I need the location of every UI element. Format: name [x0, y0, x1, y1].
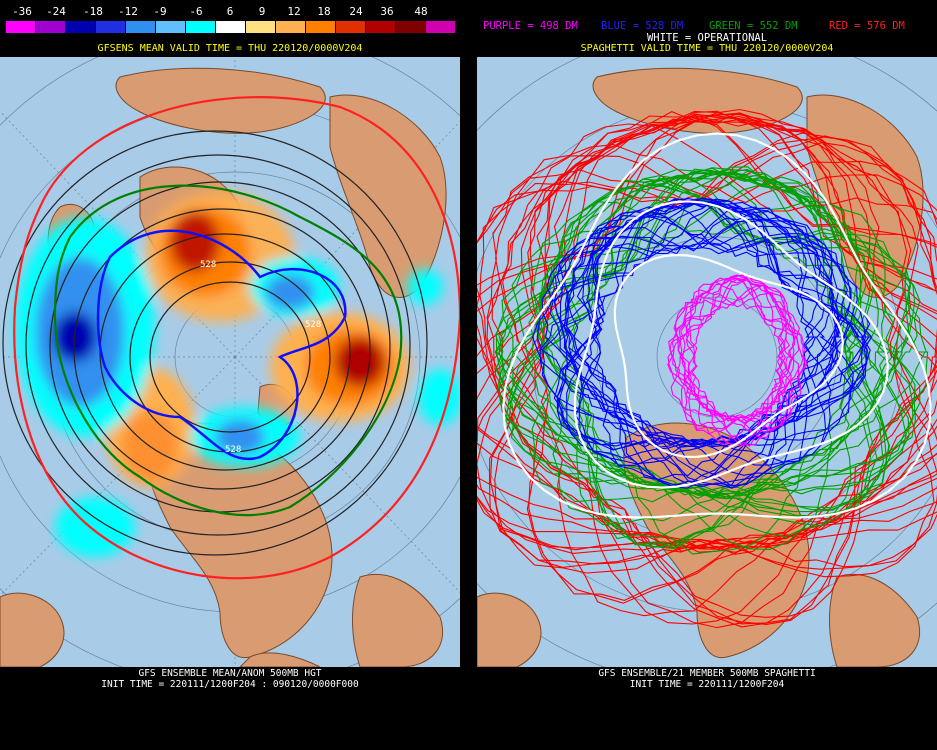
- mean-anomaly-map: 528 528 528: [0, 57, 460, 667]
- ensemble-member-line: [477, 115, 937, 553]
- legend-green: GREEN = 552 DM: [709, 20, 798, 32]
- legend-tick: 18: [317, 5, 331, 18]
- legend-blue: BLUE = 528 DM: [601, 20, 684, 32]
- legend-tick-labels: -36 -24 -18 -12 -9 -6 6 9 12 18 24 36 48: [0, 5, 460, 19]
- ensemble-member-line: [495, 168, 891, 511]
- colorbar-swatch: [246, 21, 276, 33]
- colorbar-swatch: [426, 21, 456, 33]
- legend-tick: 36: [380, 5, 394, 18]
- ensemble-mean-panel: -36 -24 -18 -12 -9 -6 6 9 12 18 24 36 48…: [0, 0, 460, 750]
- ensemble-member-line: [497, 170, 910, 498]
- red-576-contour: [13, 96, 460, 580]
- mean-product-title: GFS ENSEMBLE MEAN/ANOM 500MB HGT: [138, 668, 322, 679]
- operational-line: [502, 132, 932, 519]
- anomaly-legend: -36 -24 -18 -12 -9 -6 6 9 12 18 24 36 48: [0, 0, 460, 40]
- operational-line: [573, 200, 889, 489]
- ensemble-member-line: [667, 274, 793, 430]
- colorbar-swatch: [216, 21, 246, 33]
- legend-tick: 9: [258, 5, 266, 18]
- colorbar-swatch: [276, 21, 306, 33]
- ensemble-member-line: [528, 200, 894, 555]
- spaghetti-map: [477, 57, 937, 667]
- ensemble-member-line: [539, 174, 921, 540]
- ensemble-member-line: [536, 198, 827, 466]
- ensemble-member-line: [479, 142, 937, 628]
- anomaly-fills: [15, 192, 460, 557]
- legend-tick: -36: [12, 5, 32, 18]
- legend-tick: -9: [153, 5, 167, 18]
- ensemble-member-line: [502, 110, 937, 601]
- colorbar-swatch: [6, 21, 36, 33]
- colorbar-swatch: [66, 21, 96, 33]
- colorbar-swatch: [156, 21, 186, 33]
- legend-tick: -6: [189, 5, 203, 18]
- ensemble-member-line: [498, 171, 907, 498]
- ensemble-member-line: [563, 211, 851, 487]
- ensemble-member-line: [556, 200, 868, 448]
- legend-purple: PURPLE = 498 DM: [483, 20, 578, 32]
- ensemble-member-line: [553, 202, 868, 446]
- colorbar-swatch: [396, 21, 426, 33]
- green-552-contour: [53, 184, 403, 517]
- ensemble-member-line: [680, 281, 800, 446]
- ensemble-member-line: [495, 166, 875, 527]
- colorbar-swatch: [336, 21, 366, 33]
- spaghetti-lines: [477, 108, 937, 629]
- colorbar-swatch: [96, 21, 126, 33]
- mean-valid-time-title: GFSENS MEAN VALID TIME = THU 220120/0000…: [97, 43, 363, 54]
- panel-divider: [460, 0, 477, 750]
- spaghetti-panel: PURPLE = 498 DM BLUE = 528 DM GREEN = 55…: [477, 0, 937, 750]
- legend-tick: -18: [83, 5, 103, 18]
- spaghetti-product-title: GFS ENSEMBLE/21 MEMBER 500MB SPAGHETTI: [598, 668, 816, 679]
- legend-tick: 12: [287, 5, 301, 18]
- colorbar-swatch: [36, 21, 66, 33]
- ensemble-member-line: [508, 171, 916, 498]
- colorbar-swatch: [306, 21, 336, 33]
- legend-tick: -12: [118, 5, 138, 18]
- anomaly-colorbar: [6, 21, 456, 33]
- contour-label: 528: [225, 445, 241, 455]
- spaghetti-valid-time-title: SPAGHETTI VALID TIME = THU 220120/0000V2…: [580, 43, 834, 54]
- ensemble-member-line: [501, 171, 879, 538]
- ensemble-member-line: [562, 225, 840, 488]
- ensemble-member-line: [541, 201, 834, 476]
- colorbar-swatch: [126, 21, 156, 33]
- ensemble-member-line: [553, 210, 837, 489]
- mean-init-time: INIT TIME = 220111/1200F204 : 090120/000…: [101, 679, 359, 690]
- spaghetti-legend: PURPLE = 498 DM BLUE = 528 DM GREEN = 55…: [477, 20, 937, 32]
- ensemble-member-line: [566, 197, 873, 459]
- height-contours: [2, 130, 428, 556]
- blue-528-contour: [96, 229, 347, 461]
- operational-label: WHITE = OPERATIONAL: [646, 32, 768, 44]
- ensemble-member-line: [477, 132, 937, 618]
- operational-line: [613, 253, 844, 459]
- legend-red: RED = 576 DM: [829, 20, 905, 32]
- ensemble-member-line: [554, 218, 841, 489]
- legend-tick: -24: [46, 5, 66, 18]
- ensemble-member-line: [477, 108, 935, 578]
- contour-label: 528: [200, 260, 216, 270]
- ensemble-member-line: [541, 199, 854, 448]
- ensemble-member-line: [674, 283, 796, 447]
- ensemble-member-line: [548, 168, 928, 526]
- ensemble-member-line: [684, 277, 806, 430]
- colorbar-swatch: [186, 21, 216, 33]
- ensemble-member-line: [477, 136, 937, 625]
- ensemble-member-line: [532, 201, 832, 463]
- legend-tick: 48: [414, 5, 428, 18]
- legend-tick: 6: [226, 5, 234, 18]
- ensemble-member-line: [477, 118, 937, 555]
- ensemble-member-line: [539, 201, 852, 447]
- spaghetti-init-time: INIT TIME = 220111/1200F204: [629, 679, 785, 690]
- contour-label: 528: [305, 320, 321, 330]
- ensemble-member-line: [477, 114, 937, 570]
- legend-tick: 24: [349, 5, 363, 18]
- colorbar-swatch: [366, 21, 396, 33]
- ensemble-member-line: [477, 113, 937, 568]
